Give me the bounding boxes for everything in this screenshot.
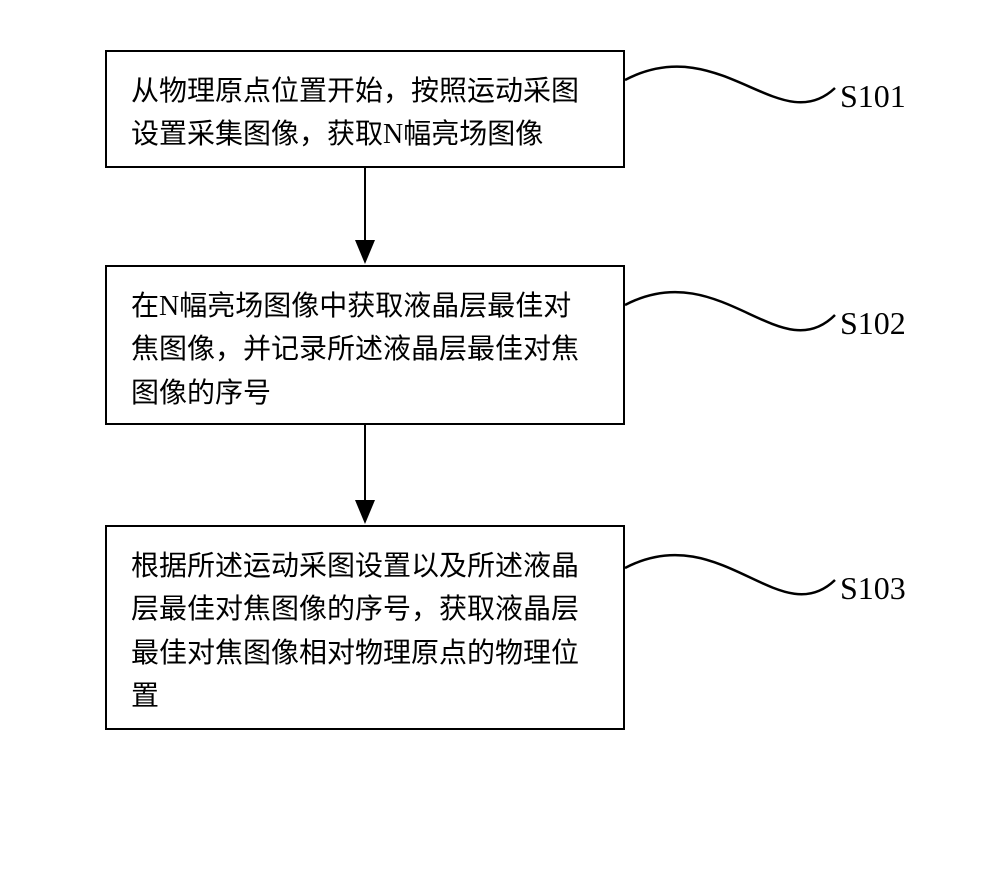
arrow-1-to-2 xyxy=(60,50,940,750)
